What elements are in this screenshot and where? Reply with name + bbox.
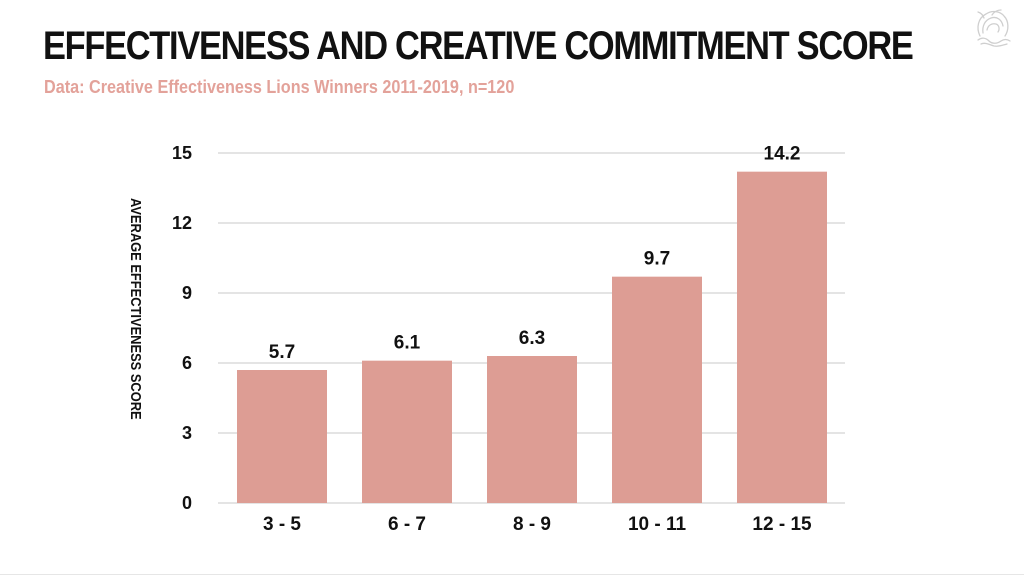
x-axis-ticks: 3 - 5 6 - 7 8 - 9 10 - 11 12 - 15 [263,514,812,535]
y-tick-label: 12 [172,213,192,233]
y-tick-label: 9 [182,283,192,303]
x-tick-label: 8 - 9 [513,514,551,535]
data-labels: 5.7 6.1 6.3 9.7 14.2 [269,144,801,363]
bar [237,370,327,503]
bar [362,360,452,503]
y-tick-label: 0 [182,493,192,513]
bar-value-label: 14.2 [764,144,801,165]
bar-value-label: 5.7 [269,342,295,363]
x-tick-label: 6 - 7 [388,514,426,535]
bar-value-label: 6.3 [519,328,545,349]
y-axis-label: AVERAGE EFFECTIVENESS SCORE [128,198,145,420]
chart-subtitle: Data: Creative Effectiveness Lions Winne… [44,77,515,97]
chart-title: EFFECTIVENESS AND CREATIVE COMMITMENT SC… [43,24,914,68]
x-tick-label: 12 - 15 [752,514,812,535]
bar-value-label: 9.7 [644,249,670,270]
bar-value-label: 6.1 [394,333,421,354]
bar [487,356,577,503]
x-tick-label: 10 - 11 [628,514,687,535]
y-tick-label: 15 [172,143,192,163]
bar [612,276,702,503]
y-tick-label: 6 [182,353,192,373]
y-tick-label: 3 [182,423,192,443]
y-axis-ticks: 0 3 6 9 12 15 [172,143,192,513]
bars [237,171,827,503]
lion-logo-icon [977,9,1011,47]
x-tick-label: 3 - 5 [263,514,301,535]
bar [737,171,827,503]
